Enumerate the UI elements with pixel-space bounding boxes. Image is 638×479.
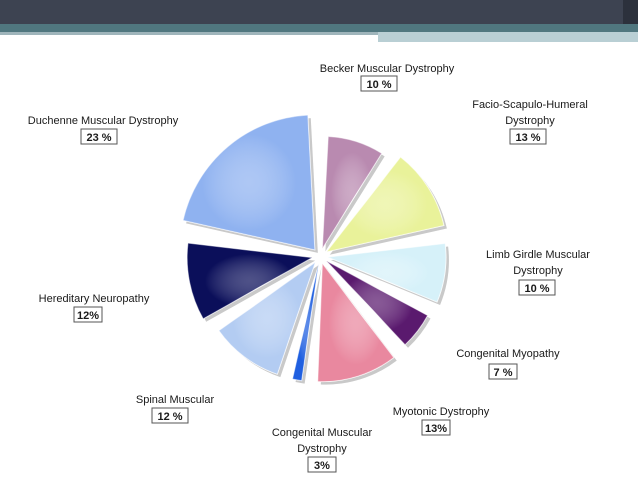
pie-slice-highlight (317, 263, 394, 382)
slice-value-label: 10 % (366, 79, 391, 91)
slice-label: Dystrophy (505, 115, 555, 127)
pie-slice-highlight (322, 136, 382, 249)
pie-labels: Becker Muscular Dystrophy 10 % Facio-Scapu… (28, 63, 590, 473)
header-accent-tab (378, 32, 638, 42)
value-label-box (73, 306, 103, 323)
pie-slice-highlight (326, 260, 428, 345)
pie-slice-highlight (183, 115, 315, 250)
value-label-box (421, 419, 451, 436)
slice-label: Spinal Muscular (136, 394, 215, 406)
pie-slice-highlight (327, 243, 446, 302)
slice-value-label: 10 % (524, 283, 549, 295)
value-label-box (307, 456, 337, 473)
slice-label: Dystrophy (513, 265, 563, 277)
slice-value-label: 12% (77, 310, 99, 322)
header-accent-stripe (0, 24, 638, 32)
value-label-box (488, 363, 518, 380)
value-label-box (509, 128, 547, 145)
value-label-box (151, 407, 189, 424)
slice-label: Becker Muscular Dystrophy (320, 63, 455, 75)
slice-label: Duchenne Muscular Dystrophy (28, 115, 179, 127)
slice-value-label: 3% (314, 460, 330, 472)
value-label-box (360, 75, 398, 92)
slice-label: Myotonic Dystrophy (393, 406, 490, 418)
pie-slices (182, 114, 449, 385)
slice-label: Congenital Myopathy (456, 348, 560, 360)
slice-value-label: 7 % (494, 367, 513, 379)
slice-label: Hereditary Neuropathy (39, 293, 150, 305)
slice-value-label: 13% (425, 423, 447, 435)
slice-value-label: 23 % (86, 132, 111, 144)
slice-label: Limb Girdle Muscular (486, 249, 590, 261)
slice-value-label: 12 % (157, 411, 182, 423)
slice-label: Congenital Muscular (272, 427, 373, 439)
pie-slice-highlight (218, 262, 316, 375)
value-label-box (518, 279, 556, 296)
header-bar-edge (623, 0, 638, 24)
header-underline (0, 32, 378, 35)
slice-label: Facio-Scapulo-Humeral (472, 99, 588, 111)
header-bar (0, 0, 638, 24)
slice-label: Dystrophy (297, 443, 347, 455)
pie-slice-highlight (292, 263, 319, 381)
slice-value-label: 13 % (515, 132, 540, 144)
pie-slice-highlight (187, 243, 313, 319)
value-label-box (80, 128, 118, 145)
pie-slice-highlight (326, 157, 444, 252)
